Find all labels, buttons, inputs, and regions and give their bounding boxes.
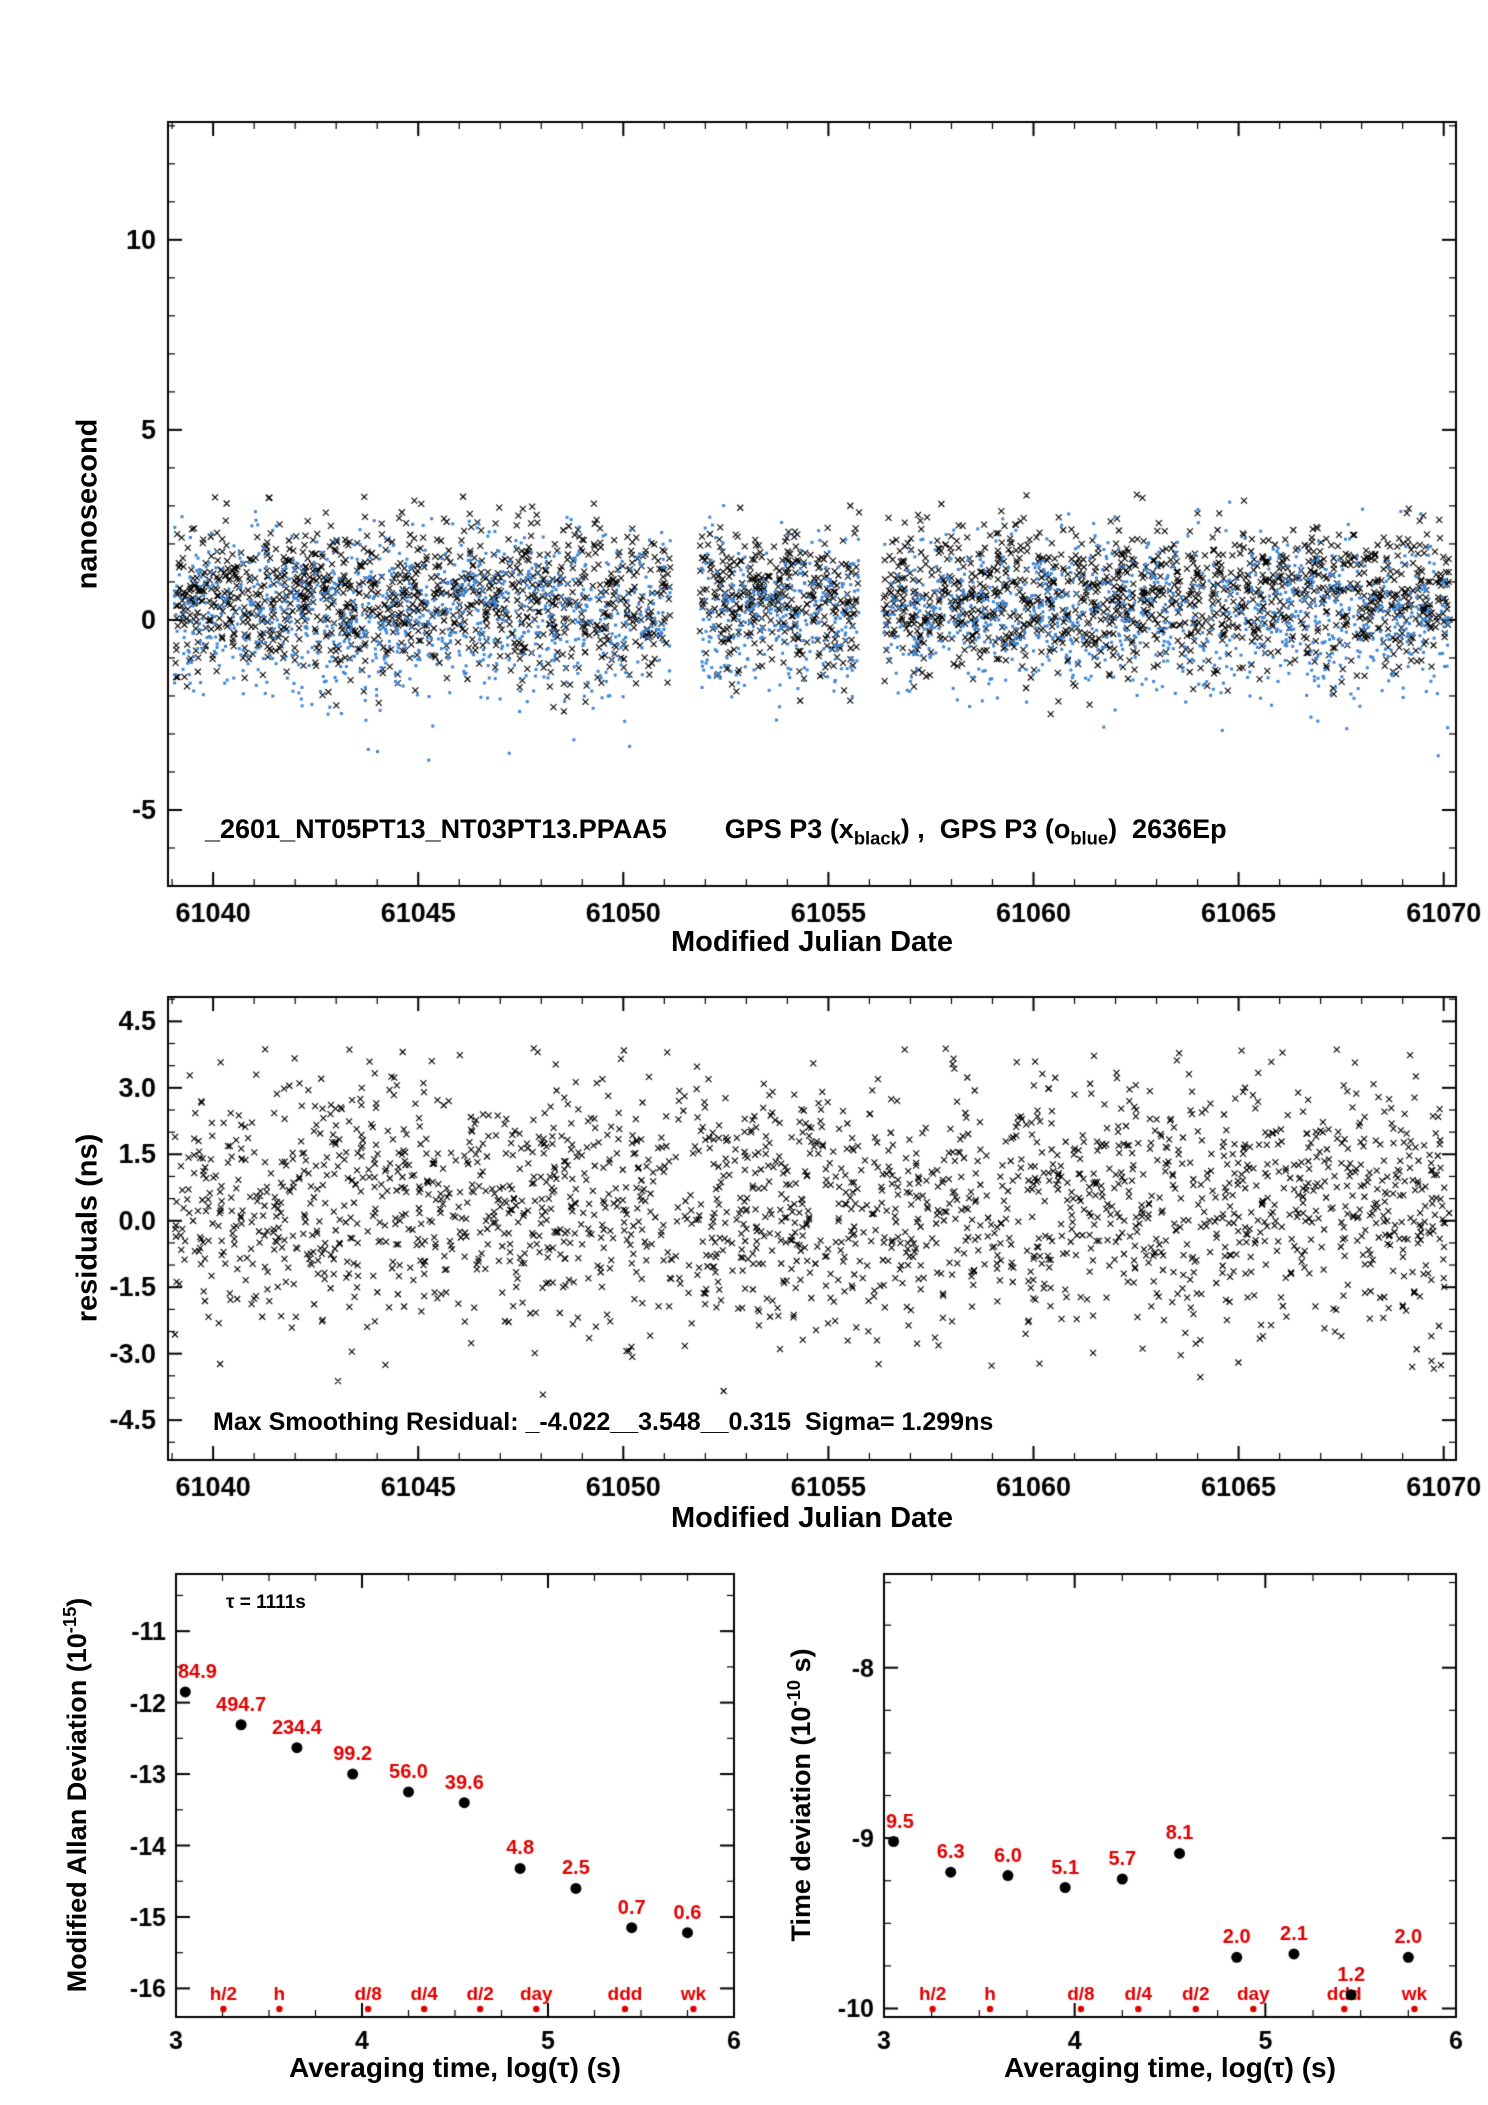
panel2-x-axis-label: Modified Julian Date (671, 1502, 953, 1534)
tau-annotation: τ = 1111s (226, 1592, 306, 1613)
series1-subscript: black (853, 827, 901, 849)
panel1-x-axis-label: Modified Julian Date (671, 926, 953, 958)
mdev-label-text: Modified Allan Deviation (10 (62, 1633, 92, 1993)
panel1-title: _2601_NT05PT13_NT03PT13.PPAA5 GPS P3 (xbl… (205, 814, 1227, 849)
panel4-y-axis-label: Time deviation (10-10 s) (783, 1648, 817, 1941)
max-smoothing-residual-text: Max Smoothing Residual: _-4.022__3.548__… (213, 1408, 994, 1436)
panel3-x-axis-label: Averaging time, log(τ) (s) (289, 2052, 621, 2083)
panel2-y-axis-label: residuals (ns) (71, 1133, 104, 1323)
tdev-label-close: s) (786, 1648, 816, 1680)
series1-label: GPS P3 (x (724, 814, 854, 844)
dataset-id: _2601_NT05PT13_NT03PT13.PPAA5 (205, 814, 667, 844)
mdev-label-exponent: -15 (59, 1606, 80, 1634)
receiver-code: ) 2636Ep (1108, 814, 1227, 844)
panel4-x-axis-label: Averaging time, log(τ) (s) (1004, 2052, 1336, 2083)
series2-subscript: blue (1070, 827, 1109, 849)
mdev-label-close: ) (62, 1597, 92, 1607)
panel3-y-axis-label: Modified Allan Deviation (10-15) (59, 1598, 93, 1993)
tdev-label-text: Time deviation (10 (786, 1706, 816, 1942)
panel1-y-axis-label: nanosecond (71, 418, 104, 590)
tdev-label-exponent: -10 (783, 1679, 804, 1707)
series2-label: ) , GPS P3 (o (900, 814, 1071, 844)
